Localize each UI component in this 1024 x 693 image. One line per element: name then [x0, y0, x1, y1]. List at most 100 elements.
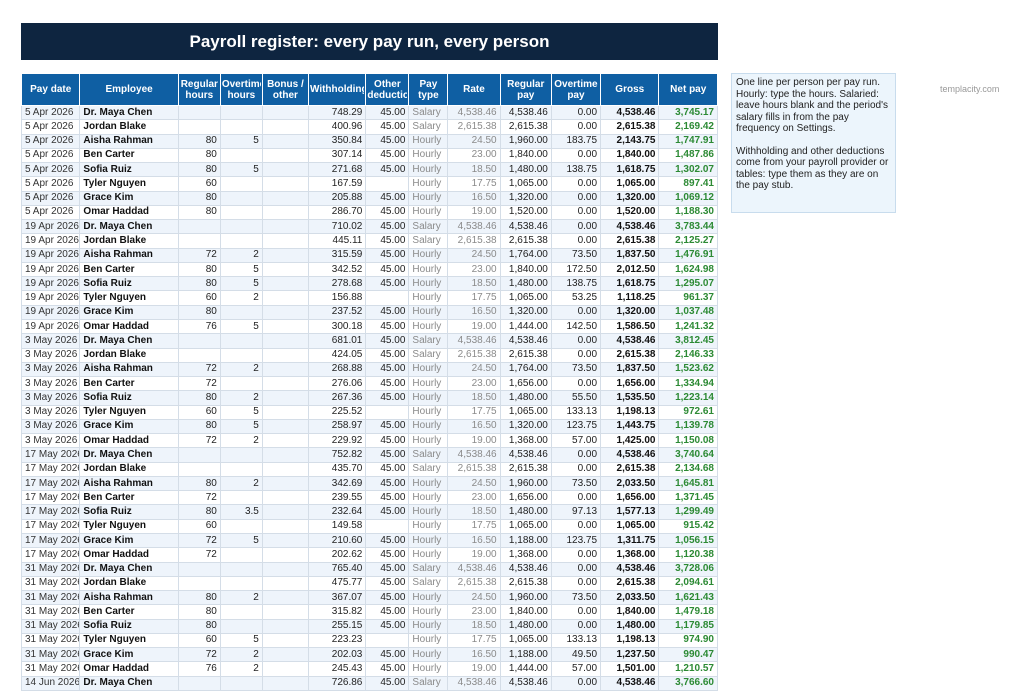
gross-cell[interactable]: 1,618.75: [600, 162, 660, 178]
employee-cell[interactable]: Ben Carter: [79, 147, 179, 164]
pay-date-cell[interactable]: 31 May 2026: [20, 604, 81, 620]
bonus-cell[interactable]: [261, 518, 309, 534]
pay-type-cell[interactable]: Hourly: [408, 318, 449, 335]
withholding-cell[interactable]: 276.06: [307, 376, 367, 392]
overtime-hours-cell[interactable]: 5: [219, 133, 263, 149]
net-pay-cell[interactable]: 1,476.91: [658, 247, 718, 263]
employee-cell[interactable]: Tyler Nguyen: [79, 518, 179, 534]
other-deductions-cell[interactable]: 45.00: [365, 433, 410, 449]
overtime-pay-cell[interactable]: 0.00: [550, 333, 602, 349]
column-header-pay-type[interactable]: Pay type: [408, 73, 449, 106]
net-pay-cell[interactable]: 1,645.81: [658, 475, 718, 492]
pay-date-cell[interactable]: 5 Apr 2026: [20, 190, 81, 206]
net-pay-cell[interactable]: 3,766.60: [658, 675, 718, 691]
withholding-cell[interactable]: 342.52: [307, 261, 367, 278]
overtime-pay-cell[interactable]: 0.00: [550, 204, 602, 221]
rate-cell[interactable]: 2,615.38: [447, 347, 501, 363]
regular-hours-cell[interactable]: [177, 233, 221, 249]
regular-pay-cell[interactable]: 1,840.00: [499, 604, 552, 620]
gross-cell[interactable]: 1,656.00: [600, 490, 660, 506]
gross-cell[interactable]: 2,012.50: [600, 261, 660, 278]
withholding-cell[interactable]: 315.82: [307, 604, 367, 620]
regular-hours-cell[interactable]: 80: [177, 276, 221, 292]
other-deductions-cell[interactable]: [365, 518, 410, 534]
rate-cell[interactable]: 16.50: [447, 418, 501, 435]
column-header-employee[interactable]: Employee: [79, 73, 179, 106]
pay-type-cell[interactable]: Salary: [408, 347, 449, 363]
pay-type-cell[interactable]: Hourly: [408, 547, 449, 563]
pay-type-cell[interactable]: Salary: [408, 233, 449, 249]
pay-date-cell[interactable]: 5 Apr 2026: [20, 147, 81, 164]
net-pay-cell[interactable]: 1,179.85: [658, 618, 718, 634]
employee-cell[interactable]: Jordan Blake: [79, 233, 179, 249]
gross-cell[interactable]: 2,143.75: [600, 133, 660, 149]
overtime-hours-cell[interactable]: [219, 618, 263, 634]
bonus-cell[interactable]: [261, 618, 309, 634]
pay-type-cell[interactable]: Salary: [408, 119, 449, 135]
bonus-cell[interactable]: [261, 575, 309, 592]
other-deductions-cell[interactable]: 45.00: [365, 233, 410, 249]
overtime-hours-cell[interactable]: [219, 204, 263, 221]
net-pay-cell[interactable]: 3,783.44: [658, 219, 718, 235]
pay-type-cell[interactable]: Salary: [408, 675, 449, 691]
pay-date-cell[interactable]: 19 Apr 2026: [20, 290, 81, 306]
employee-cell[interactable]: Grace Kim: [79, 418, 179, 435]
overtime-pay-cell[interactable]: 172.50: [550, 261, 602, 278]
employee-cell[interactable]: Tyler Nguyen: [79, 632, 179, 649]
withholding-cell[interactable]: 307.14: [307, 147, 367, 164]
net-pay-cell[interactable]: 1,624.98: [658, 261, 718, 278]
pay-date-cell[interactable]: 3 May 2026: [20, 433, 81, 449]
employee-cell[interactable]: Dr. Maya Chen: [79, 219, 179, 235]
pay-date-cell[interactable]: 3 May 2026: [20, 376, 81, 392]
employee-cell[interactable]: Jordan Blake: [79, 347, 179, 363]
overtime-hours-cell[interactable]: [219, 376, 263, 392]
gross-cell[interactable]: 1,320.00: [600, 190, 660, 206]
regular-pay-cell[interactable]: 1,480.00: [499, 162, 552, 178]
pay-date-cell[interactable]: 5 Apr 2026: [20, 176, 81, 192]
regular-pay-cell[interactable]: 1,520.00: [499, 204, 552, 221]
overtime-pay-cell[interactable]: 97.13: [550, 504, 602, 520]
other-deductions-cell[interactable]: 45.00: [365, 547, 410, 563]
rate-cell[interactable]: 2,615.38: [447, 119, 501, 135]
overtime-hours-cell[interactable]: [219, 219, 263, 235]
overtime-hours-cell[interactable]: 5: [219, 404, 263, 420]
withholding-cell[interactable]: 202.62: [307, 547, 367, 563]
overtime-hours-cell[interactable]: 2: [219, 247, 263, 263]
rate-cell[interactable]: 19.00: [447, 433, 501, 449]
net-pay-cell[interactable]: 2,146.33: [658, 347, 718, 363]
net-pay-cell[interactable]: 3,745.17: [658, 104, 718, 121]
employee-cell[interactable]: Jordan Blake: [79, 461, 179, 477]
pay-date-cell[interactable]: 31 May 2026: [20, 661, 81, 677]
bonus-cell[interactable]: [261, 532, 309, 549]
overtime-pay-cell[interactable]: 123.75: [550, 418, 602, 435]
regular-hours-cell[interactable]: 80: [177, 190, 221, 206]
employee-cell[interactable]: Jordan Blake: [79, 119, 179, 135]
employee-cell[interactable]: Aisha Rahman: [79, 247, 179, 263]
column-header-withholding[interactable]: Withholding: [307, 73, 367, 106]
withholding-cell[interactable]: 367.07: [307, 590, 367, 606]
regular-hours-cell[interactable]: 80: [177, 204, 221, 221]
overtime-pay-cell[interactable]: 142.50: [550, 318, 602, 335]
overtime-pay-cell[interactable]: 0.00: [550, 119, 602, 135]
withholding-cell[interactable]: 710.02: [307, 219, 367, 235]
employee-cell[interactable]: Grace Kim: [79, 647, 179, 663]
withholding-cell[interactable]: 475.77: [307, 575, 367, 592]
bonus-cell[interactable]: [261, 632, 309, 649]
bonus-cell[interactable]: [261, 276, 309, 292]
regular-hours-cell[interactable]: 72: [177, 376, 221, 392]
overtime-pay-cell[interactable]: 0.00: [550, 176, 602, 192]
withholding-cell[interactable]: 255.15: [307, 618, 367, 634]
net-pay-cell[interactable]: 3,812.45: [658, 333, 718, 349]
overtime-hours-cell[interactable]: 5: [219, 276, 263, 292]
other-deductions-cell[interactable]: 45.00: [365, 162, 410, 178]
bonus-cell[interactable]: [261, 447, 309, 463]
other-deductions-cell[interactable]: 45.00: [365, 204, 410, 221]
gross-cell[interactable]: 2,615.38: [600, 461, 660, 477]
column-header-regular-hours[interactable]: Regular hours: [177, 73, 221, 106]
pay-date-cell[interactable]: 14 Jun 2026: [20, 675, 81, 691]
regular-hours-cell[interactable]: [177, 447, 221, 463]
net-pay-cell[interactable]: 2,169.42: [658, 119, 718, 135]
column-header-overtime-hours[interactable]: Overtime hours: [219, 73, 263, 106]
pay-type-cell[interactable]: Hourly: [408, 176, 449, 192]
regular-pay-cell[interactable]: 1,065.00: [499, 290, 552, 306]
